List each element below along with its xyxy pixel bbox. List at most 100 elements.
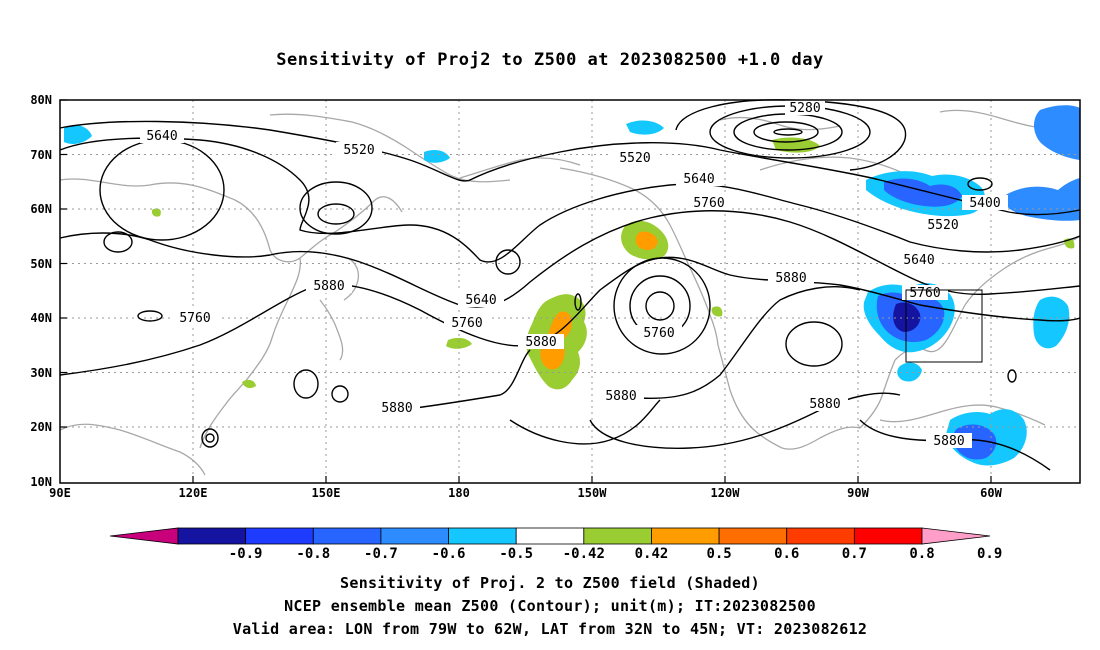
contour-label-text: 5400 bbox=[969, 196, 1000, 211]
valid-area-box bbox=[905, 289, 983, 363]
colorbar: -0.9 -0.8 -0.7 -0.6 -0.5 -0.42 0.42 0.5 0.6 0.7 0.… bbox=[109, 527, 1002, 562]
contour-label: 5520 bbox=[336, 142, 382, 158]
contour-label-text: 5880 bbox=[775, 271, 806, 286]
contour-label: 5640 bbox=[676, 171, 722, 187]
lon-label: 120E bbox=[179, 486, 208, 500]
colorbar-tick-label: -0.9 bbox=[229, 546, 263, 562]
arctic-negative-1 bbox=[626, 120, 664, 135]
colorbar-swatch bbox=[651, 527, 720, 545]
coast-gulf bbox=[859, 359, 896, 429]
colorbar-min-triangle bbox=[109, 527, 179, 545]
contour-5880 bbox=[59, 256, 1081, 376]
contour-5880-south-1 bbox=[399, 349, 531, 411]
contour-label: 5880 bbox=[768, 270, 814, 286]
contour-small-5 bbox=[201, 428, 219, 448]
contour-small-2 bbox=[495, 249, 521, 275]
latitude-labels: 80N 70N 60N 50N 40N 30N 20N 10N bbox=[30, 93, 52, 489]
colorbar-tick-label: 0.42 bbox=[635, 546, 669, 562]
coast-mexico bbox=[717, 344, 783, 449]
contour-label: 5520 bbox=[612, 150, 658, 166]
west-negative-1 bbox=[64, 125, 92, 144]
colorbar-swatch bbox=[177, 527, 247, 545]
lat-label: 70N bbox=[30, 148, 52, 162]
contour-label: 5640 bbox=[140, 128, 184, 144]
misc-positive-2 bbox=[242, 379, 256, 389]
north-atlantic-negative bbox=[1003, 178, 1080, 221]
contour-5280 bbox=[675, 99, 907, 171]
contour-small-6 bbox=[205, 433, 215, 443]
contour-label-text: 5760 bbox=[643, 326, 674, 341]
greenland-negative bbox=[1034, 105, 1080, 160]
contour-label-text: 5880 bbox=[313, 279, 344, 294]
lon-label: 90W bbox=[847, 486, 869, 500]
contour-label: 5640 bbox=[458, 292, 504, 308]
contour-5880-south-2 bbox=[509, 399, 661, 445]
colorbar-tick-label: -0.42 bbox=[563, 546, 605, 562]
colorbar-tick-label: 0.7 bbox=[842, 546, 867, 562]
colorbar-swatch bbox=[312, 527, 382, 545]
contour-label-text: 5640 bbox=[903, 253, 934, 268]
contour-label-text: 5880 bbox=[933, 434, 964, 449]
contour-kurile-1 bbox=[299, 181, 373, 235]
colorbar-tick-label: 0.5 bbox=[706, 546, 731, 562]
colorbar-tick-label: 0.9 bbox=[977, 546, 1002, 562]
z500-contours bbox=[59, 99, 1081, 471]
lon-label: 180 bbox=[448, 486, 470, 500]
contour-label: 5760 bbox=[902, 285, 948, 301]
contour-label: 5760 bbox=[172, 310, 218, 326]
misc-positive-4 bbox=[711, 306, 723, 317]
lat-label: 60N bbox=[30, 202, 52, 216]
contour-label-text: 5280 bbox=[789, 101, 820, 116]
coast-south-asia bbox=[59, 423, 206, 476]
misc-negative-1 bbox=[424, 150, 450, 163]
contour-small-1 bbox=[103, 231, 133, 253]
contour-small-7 bbox=[137, 310, 163, 322]
contour-pacific-low-1 bbox=[613, 257, 711, 355]
contour-label-text: 5640 bbox=[146, 129, 177, 144]
lat-label: 30N bbox=[30, 366, 52, 380]
coast-alaska-west bbox=[559, 167, 719, 346]
colorbar-max-triangle bbox=[921, 527, 991, 545]
coast-east-asia bbox=[199, 257, 301, 449]
colorbar-tick-label: 0.6 bbox=[774, 546, 799, 562]
lat-label: 20N bbox=[30, 420, 52, 434]
contour-label-text: 5760 bbox=[451, 316, 482, 331]
axis-ticks bbox=[60, 99, 992, 483]
contour-kurile-2 bbox=[317, 203, 355, 225]
colorbar-tick-label: -0.5 bbox=[499, 546, 533, 562]
contour-5640 bbox=[59, 137, 1081, 263]
contour-5880-south-3 bbox=[589, 392, 901, 449]
colorbar-swatch bbox=[380, 527, 449, 545]
coast-bering bbox=[459, 157, 581, 179]
lat-label: 50N bbox=[30, 257, 52, 271]
contour-5760 bbox=[59, 210, 1081, 308]
caption-line-1: Sensitivity of Proj. 2 to Z500 field (Sh… bbox=[340, 574, 760, 592]
misc-positive-3 bbox=[151, 208, 161, 217]
coast-caribbean bbox=[879, 404, 1046, 426]
contour-low-2 bbox=[753, 121, 819, 143]
longitude-labels: 90E 120E 150E 180 150W 120W 90W 60W bbox=[49, 486, 1002, 500]
colorbar-swatch bbox=[786, 527, 855, 545]
contour-label: 5880 bbox=[518, 334, 564, 350]
contour-label: 5280 bbox=[785, 100, 825, 116]
lon-label: 150W bbox=[578, 486, 608, 500]
contour-label-text: 5640 bbox=[465, 293, 496, 308]
contour-label-text: 5640 bbox=[683, 172, 714, 187]
misc-positive-1 bbox=[446, 337, 472, 349]
colorbar-swatch bbox=[448, 527, 517, 545]
contour-small-10 bbox=[1007, 369, 1017, 383]
contour-label-text: 5760 bbox=[179, 311, 210, 326]
misc-negative-2 bbox=[1033, 296, 1070, 349]
contour-label-text: 5520 bbox=[619, 151, 650, 166]
colorbar-tick-label: -0.6 bbox=[432, 546, 466, 562]
lon-label: 150E bbox=[312, 486, 341, 500]
coast-arctic-islands bbox=[719, 116, 841, 131]
east-us-negative-dark bbox=[893, 302, 921, 332]
contour-label: 5880 bbox=[306, 278, 352, 294]
gulf-alaska-positive-orange bbox=[635, 231, 658, 250]
lat-label: 10N bbox=[30, 475, 52, 489]
contour-label: 5400 bbox=[962, 195, 1008, 211]
contour-5520 bbox=[59, 120, 1081, 216]
colorbar-tick-label: -0.7 bbox=[364, 546, 398, 562]
